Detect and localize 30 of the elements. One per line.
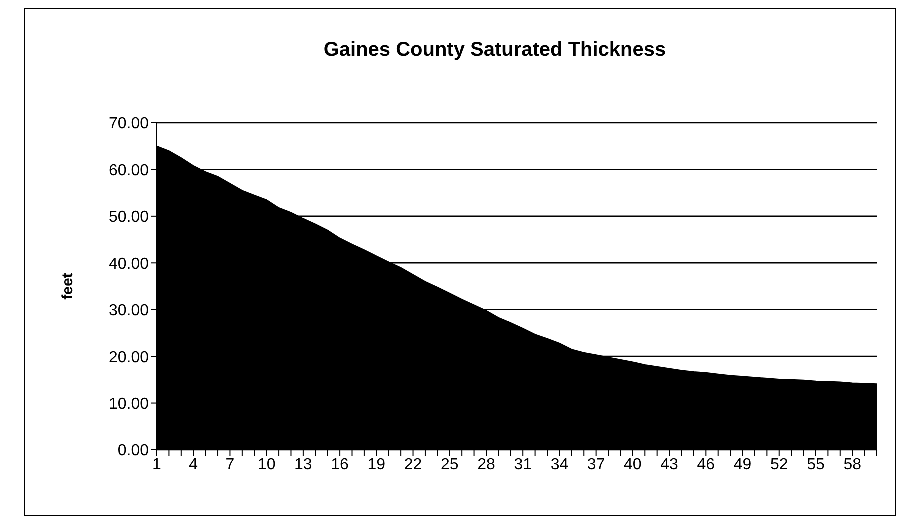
chart-title: Gaines County Saturated Thickness	[322, 39, 668, 62]
y-tick-label: 10.00	[108, 396, 150, 413]
x-tick-label: 49	[734, 456, 752, 474]
x-tick-label: 19	[368, 456, 386, 474]
y-tick-label: 70.00	[108, 116, 150, 133]
x-tick-label: 10	[258, 456, 276, 474]
x-tick-label: 31	[514, 456, 532, 474]
y-tick-label: 20.00	[108, 349, 150, 366]
x-tick-label: 28	[478, 456, 496, 474]
x-tick-label: 55	[807, 456, 825, 474]
x-tick-label: 16	[331, 456, 350, 474]
x-tick-label: 37	[587, 456, 606, 474]
y-tick-label: 40.00	[108, 256, 150, 273]
x-tick-label: 25	[440, 456, 459, 474]
y-tick-label: 30.00	[108, 302, 150, 320]
x-tick-label: 7	[226, 456, 235, 474]
y-tick-label: 50.00	[108, 209, 150, 226]
x-tick-label: 46	[697, 456, 716, 474]
x-tick-label: 22	[404, 456, 422, 474]
x-tick-label: 40	[624, 456, 642, 474]
y-axis-title: feet	[59, 273, 76, 300]
x-tick-label: 58	[844, 456, 862, 474]
x-tick-label: 34	[550, 456, 569, 474]
x-tick-label: 4	[189, 456, 198, 474]
x-tick-label: 13	[294, 456, 312, 474]
y-tick-label: 60.00	[108, 162, 150, 180]
x-tick-label: 1	[152, 456, 162, 474]
x-tick-label: 43	[660, 456, 679, 474]
x-tick-label: 52	[770, 456, 788, 474]
y-tick-label: 0.00	[118, 442, 150, 460]
